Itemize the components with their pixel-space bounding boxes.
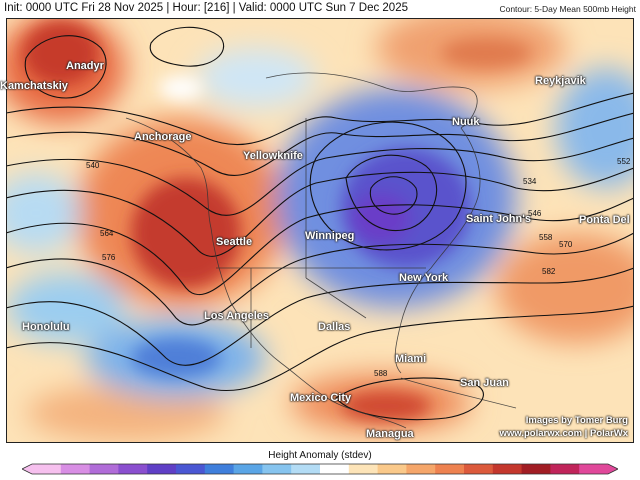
contour-labels: 540 564 576 552 534 546 558 570 582 588 [86, 157, 631, 378]
colorbar-swatch [464, 464, 494, 474]
city-label: Miami [395, 353, 427, 365]
colorbar-title: Height Anomaly (stdev) [268, 450, 372, 461]
header: Init: 0000 UTC Fri 28 Nov 2025 | Hour: [… [0, 0, 640, 18]
colorbar-swatch [32, 464, 62, 474]
colorbar-swatch [291, 464, 321, 474]
contour-label: 540 [86, 161, 100, 170]
colorbar-swatch [492, 464, 523, 474]
city-label: Anadyr [66, 60, 104, 72]
city-label: Kamchatskiy [0, 80, 68, 92]
city-label: New York [399, 272, 449, 284]
contour-label: 552 [617, 157, 631, 166]
contour-label: 582 [542, 267, 556, 276]
city-label: Yellowknife [243, 150, 303, 162]
contour-label: 564 [100, 229, 114, 238]
colorbar-swatch [320, 464, 350, 474]
colorbar-right-arrow [608, 464, 618, 474]
city-label: Honolulu [22, 321, 70, 333]
credit-line-2: www.polarwx.com | PolarWx [499, 428, 628, 439]
colorbar-swatch [147, 464, 177, 474]
colorbar-swatch [579, 464, 609, 474]
credit: Images by Tomer Burg www.polarwx.com | P… [500, 414, 628, 440]
colorbar-swatch [233, 464, 263, 474]
contour-label: 588 [374, 369, 388, 378]
city-label: Managua [366, 428, 414, 440]
contour-label: 546 [528, 209, 542, 218]
colorbar-swatch [204, 464, 235, 474]
anomaly-map [6, 18, 634, 443]
colorbar-swatch [550, 464, 580, 474]
colorbar-swatch [406, 464, 436, 474]
city-label: Dallas [318, 321, 351, 333]
contour-label: 570 [559, 240, 573, 249]
city-label: Anchorage [134, 131, 192, 143]
colorbar-swatch [348, 464, 379, 474]
city-label: Reykjavik [535, 75, 586, 87]
colorbar-swatch [60, 464, 91, 474]
city-label: Nuuk [452, 116, 480, 128]
city-label: Los Angeles [204, 310, 269, 322]
city-label: Seattle [216, 236, 253, 248]
contour-label: 534 [523, 177, 537, 186]
init-valid-text: Init: 0000 UTC Fri 28 Nov 2025 | Hour: [… [4, 2, 408, 14]
colorbar [22, 463, 618, 475]
colorbar-swatch [176, 464, 206, 474]
city-label: Winnipeg [305, 230, 355, 242]
city-label: Mexico City [290, 392, 352, 404]
city-label: Ponta Del [579, 214, 630, 226]
colorbar-swatch [89, 464, 119, 474]
colorbar-swatch [435, 464, 465, 474]
contour-note: Contour: 5-Day Mean 500mb Height [499, 4, 636, 14]
city-label: San Juan [460, 377, 509, 389]
colorbar-swatch [521, 464, 551, 474]
contour-label: 558 [539, 233, 553, 242]
city-label: Saint John's [466, 213, 531, 225]
colorbar-swatch [118, 464, 148, 474]
colorbar-left-arrow [22, 464, 32, 474]
credit-line-1: Images by Tomer Burg [525, 415, 628, 426]
colorbar-swatch [262, 464, 292, 474]
colorbar-swatch [377, 464, 407, 474]
colorbar-outline [22, 463, 618, 475]
contour-label: 576 [102, 253, 116, 262]
